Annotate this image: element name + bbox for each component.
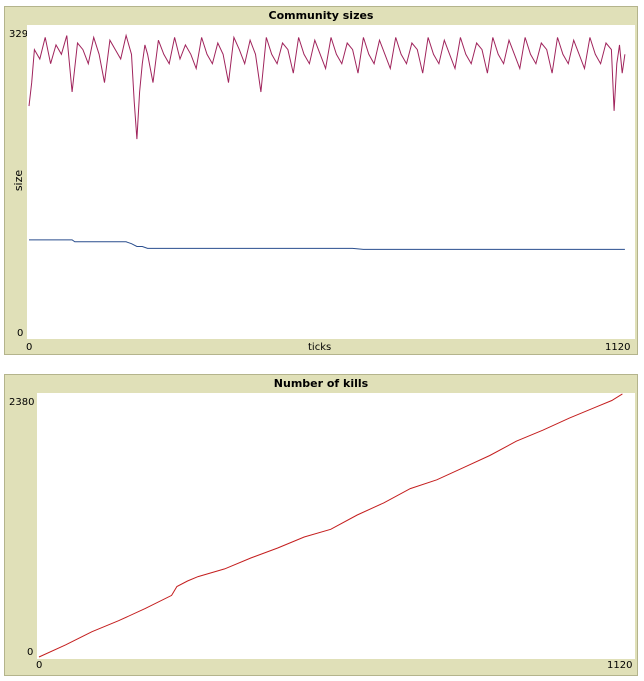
community-sizes-svg (28, 33, 626, 250)
plot-area (27, 25, 635, 339)
y-tick-max: 329 (9, 29, 29, 40)
series-line-1 (29, 239, 625, 250)
x-tick-min: 0 (36, 660, 43, 671)
series-line-0 (38, 393, 623, 658)
chart-title: Community sizes (268, 9, 374, 22)
y-axis-label: size (12, 169, 26, 192)
y-tick-min: 0 (27, 647, 34, 658)
number-of-kills-svg (38, 393, 623, 658)
x-tick-min: 0 (26, 342, 33, 353)
x-tick-max: 1120 (605, 342, 631, 353)
series-line-0 (28, 33, 626, 140)
x-axis-label: ticks (308, 342, 332, 353)
chart-title: Number of kills (273, 377, 369, 390)
chart-panel-community-sizes: Community sizes 329 0 size 0 ticks 1120 (4, 6, 638, 355)
plot-area (37, 393, 635, 659)
x-tick-max: 1120 (607, 660, 633, 671)
y-tick-min: 0 (17, 328, 24, 339)
y-tick-max: 2380 (9, 397, 35, 408)
chart-panel-number-of-kills: Number of kills 2380 0 0 1120 (4, 374, 638, 676)
